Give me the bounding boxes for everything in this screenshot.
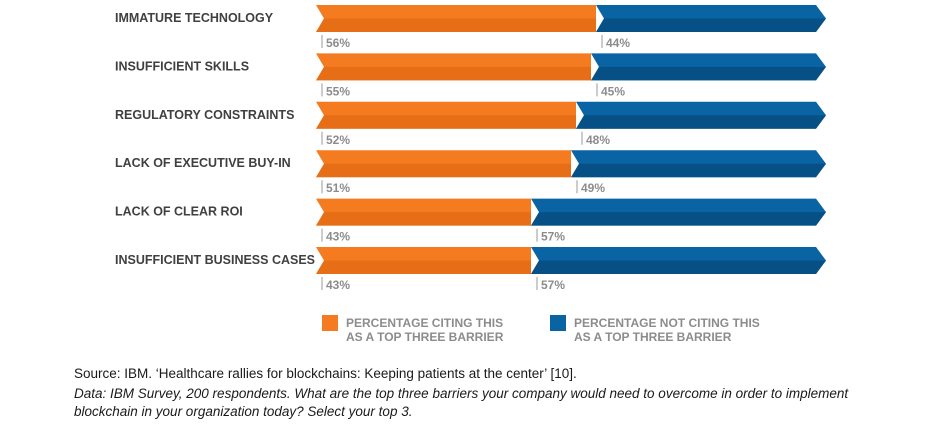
value-label-citing: 43% <box>326 278 350 292</box>
value-label-not-citing: 57% <box>541 230 565 244</box>
value-label-not-citing: 48% <box>586 133 610 147</box>
value-label-not-citing: 44% <box>606 36 630 50</box>
bar-citing-shade <box>316 66 591 81</box>
legend-label: PERCENTAGE CITING THIS <box>346 316 503 330</box>
bar-citing-shade <box>316 18 596 32</box>
legend-label: AS A TOP THREE BARRIER <box>346 330 504 344</box>
bar-not-citing-shade <box>531 212 826 226</box>
value-label-citing: 56% <box>326 36 350 50</box>
legend-swatch <box>550 315 566 331</box>
source-caption: Source: IBM. ‘Healthcare rallies for blo… <box>74 366 577 381</box>
data-note: Data: IBM Survey, 200 respondents. What … <box>74 386 849 419</box>
bar-not-citing-shade <box>571 163 826 178</box>
category-label: REGULATORY CONSTRAINTS <box>115 108 294 122</box>
category-label: LACK OF CLEAR ROI <box>115 205 243 219</box>
legend-label: PERCENTAGE NOT CITING THIS <box>574 316 760 330</box>
bar-not-citing-shade <box>531 260 826 274</box>
legend-swatch <box>322 315 338 331</box>
category-label: LACK OF EXECUTIVE BUY-IN <box>115 156 291 170</box>
bar-citing-shade <box>316 260 531 274</box>
bar-not-citing-shade <box>591 66 826 81</box>
value-label-citing: 43% <box>326 230 350 244</box>
stacked-bar-chart: IMMATURE TECHNOLOGY 56% 44% INSUFFICIENT SK… <box>115 5 826 344</box>
bar-not-citing-shade <box>596 18 826 32</box>
value-label-citing: 51% <box>326 181 350 195</box>
category-label: INSUFFICIENT BUSINESS CASES <box>115 253 315 267</box>
bar-citing-shade <box>316 163 571 178</box>
category-label: IMMATURE TECHNOLOGY <box>115 11 274 25</box>
value-label-not-citing: 45% <box>601 84 625 98</box>
legend-label: AS A TOP THREE BARRIER <box>574 330 732 344</box>
value-label-not-citing: 57% <box>541 278 565 292</box>
bar-citing-shade <box>316 212 531 226</box>
value-label-citing: 55% <box>326 84 350 98</box>
bar-not-citing-shade <box>576 115 826 129</box>
value-label-not-citing: 49% <box>581 181 605 195</box>
category-label: INSUFFICIENT SKILLS <box>115 59 249 73</box>
value-label-citing: 52% <box>326 133 350 147</box>
bar-citing-shade <box>316 115 576 129</box>
